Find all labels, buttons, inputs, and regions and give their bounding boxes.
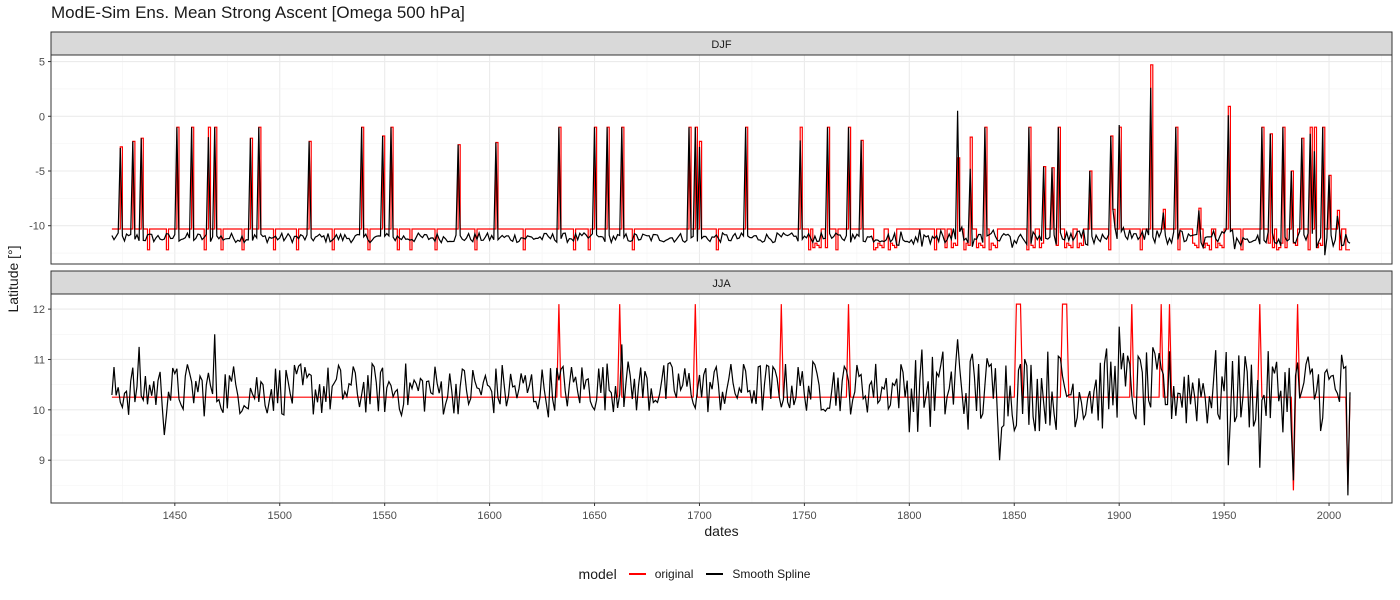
y-tick-label: 12 xyxy=(33,304,45,316)
panel-border-jja xyxy=(50,293,1393,504)
series-line-smooth-spline-jja xyxy=(111,326,1351,496)
facet-label-jja: JJA xyxy=(712,278,731,290)
x-tick-label: 2000 xyxy=(1317,510,1341,522)
y-tick-label: -10 xyxy=(29,221,45,233)
x-tick-label: 1850 xyxy=(1002,510,1026,522)
x-tick-label: 1800 xyxy=(897,510,921,522)
y-axis-title: Latitude [°] xyxy=(5,245,21,312)
y-tick-label: 10 xyxy=(33,405,45,417)
chart-title: ModE-Sim Ens. Mean Strong Ascent [Omega … xyxy=(51,3,465,22)
x-tick-label: 1550 xyxy=(372,510,396,522)
x-tick-label: 1500 xyxy=(268,510,292,522)
x-tick-label: 1700 xyxy=(687,510,711,522)
y-tick-label: 5 xyxy=(39,57,45,69)
legend-label-smooth-spline: Smooth Spline xyxy=(732,567,811,581)
x-axis-title: dates xyxy=(704,523,738,539)
legend: model original Smooth Spline xyxy=(0,564,1400,584)
x-tick-label: 1600 xyxy=(477,510,501,522)
y-tick-label: 0 xyxy=(39,111,45,123)
x-tick-label: 1750 xyxy=(792,510,816,522)
facet-label-djf: DJF xyxy=(711,39,731,51)
legend-key-smooth-spline xyxy=(706,573,724,575)
y-tick-label: 9 xyxy=(39,455,45,467)
legend-key-original xyxy=(628,573,646,575)
x-tick-label: 1650 xyxy=(582,510,606,522)
legend-title: model xyxy=(578,566,617,582)
legend-label-original: original xyxy=(654,567,694,581)
panel-border-djf xyxy=(50,54,1393,265)
x-tick-label: 1450 xyxy=(163,510,187,522)
y-tick-label: -5 xyxy=(35,166,45,178)
x-tick-label: 1950 xyxy=(1212,510,1236,522)
x-tick-label: 1900 xyxy=(1107,510,1131,522)
y-tick-label: 11 xyxy=(34,354,45,366)
series-line-smooth-spline-djf xyxy=(111,87,1351,256)
